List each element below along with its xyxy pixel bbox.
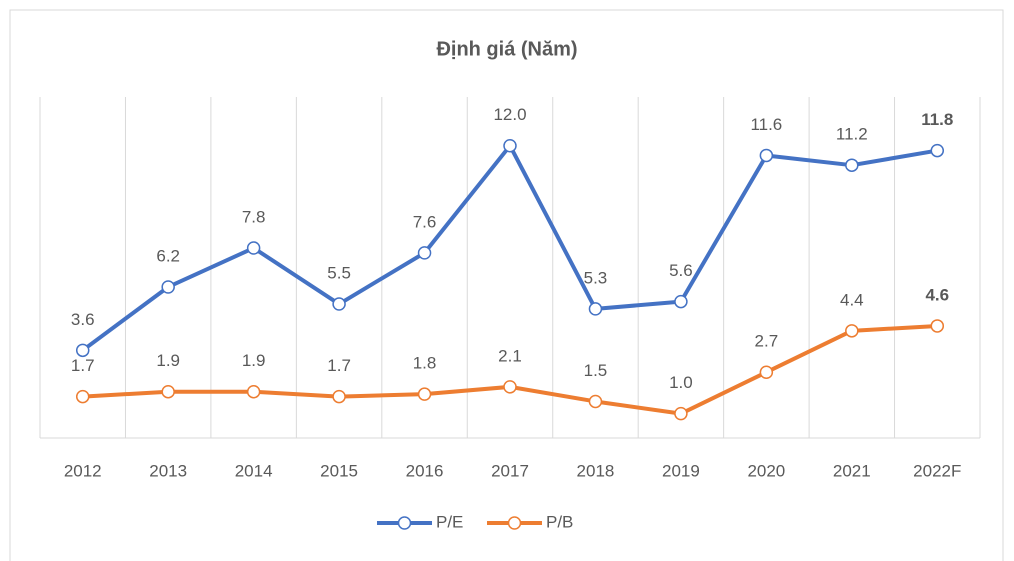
x-tick-label: 2019 <box>662 461 700 480</box>
point <box>75 343 90 358</box>
point <box>503 380 517 394</box>
point <box>759 365 774 379</box>
point <box>161 280 175 294</box>
x-tick-label: 2015 <box>320 461 358 480</box>
data-label: 1.7 <box>327 356 351 375</box>
data-label: 1.5 <box>584 361 608 380</box>
data-label: 5.3 <box>584 268 608 287</box>
point <box>332 389 346 404</box>
point <box>930 319 945 333</box>
data-label: 1.9 <box>156 351 180 370</box>
point <box>246 241 261 255</box>
x-tick-label: 2021 <box>833 461 871 480</box>
point <box>674 406 688 421</box>
point <box>417 246 432 260</box>
x-tick-label: 2013 <box>149 461 187 480</box>
data-label: 1.9 <box>242 351 266 370</box>
legend-label: P/B <box>546 512 573 531</box>
point <box>930 143 945 158</box>
point <box>75 389 90 404</box>
x-tick-label: 2012 <box>64 461 102 480</box>
data-label: 7.6 <box>413 212 437 231</box>
data-label: 6.2 <box>156 246 180 265</box>
x-tick-label: 2014 <box>235 461 273 480</box>
data-label: 2.1 <box>498 346 522 365</box>
point <box>588 394 603 409</box>
point <box>503 138 517 153</box>
data-label: 3.6 <box>71 310 95 329</box>
data-label: 11.8 <box>921 110 953 129</box>
point <box>417 387 432 401</box>
legend-label: P/E <box>436 512 463 531</box>
data-label: 12.0 <box>493 105 526 124</box>
data-label: 11.2 <box>836 125 868 144</box>
point <box>161 384 175 399</box>
data-label: 4.6 <box>925 285 949 304</box>
point <box>246 384 261 399</box>
data-label: 1.0 <box>669 373 693 392</box>
x-tick-label: 2018 <box>577 461 615 480</box>
data-label: 1.8 <box>413 354 437 373</box>
data-label: 11.6 <box>750 115 782 134</box>
data-label: 1.7 <box>71 356 95 375</box>
point <box>845 324 859 338</box>
point <box>759 148 774 163</box>
x-tick-label: 2022F <box>913 461 961 480</box>
point <box>332 297 346 311</box>
legend-marker <box>507 516 522 530</box>
legend-marker <box>397 516 412 530</box>
x-tick-label: 2020 <box>747 461 785 480</box>
data-label: 4.4 <box>840 290 864 309</box>
data-label: 2.7 <box>755 332 779 351</box>
data-label: 5.6 <box>669 261 693 280</box>
x-tick-label: 2016 <box>406 461 444 480</box>
data-label: 7.8 <box>242 207 266 226</box>
x-tick-label: 2017 <box>491 461 529 480</box>
point <box>674 294 688 309</box>
chart-title: Định giá (Năm) <box>436 38 577 60</box>
point <box>588 302 603 316</box>
point <box>845 158 859 172</box>
data-label: 5.5 <box>327 264 351 283</box>
